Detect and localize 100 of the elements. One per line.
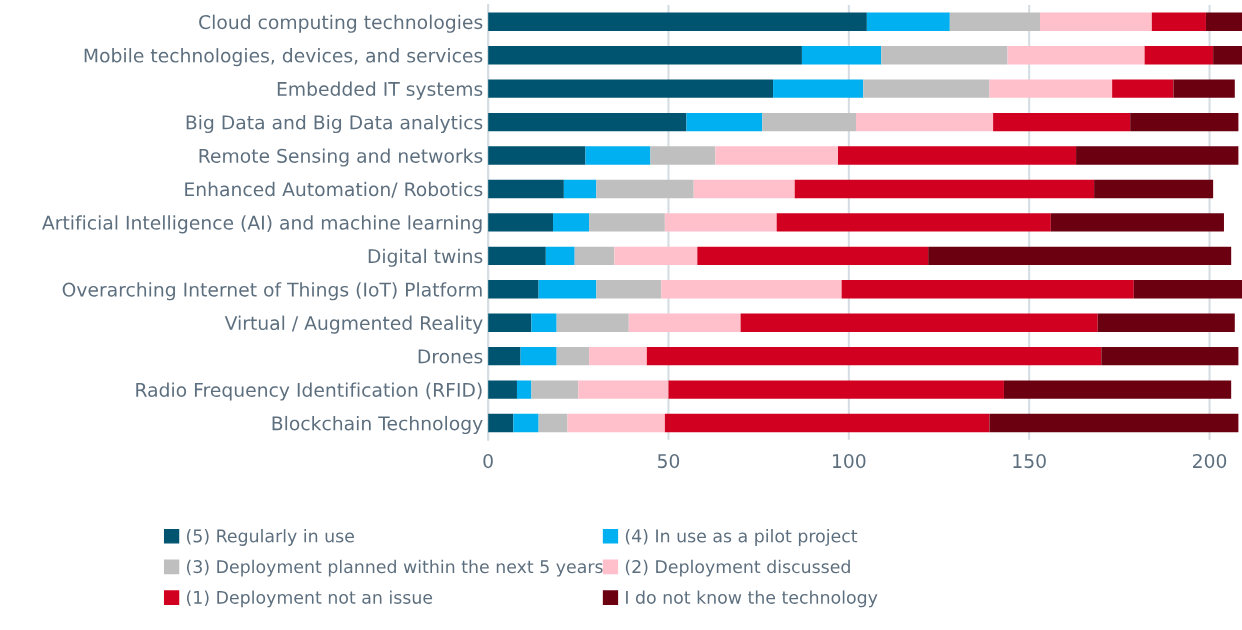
y-tick-label: Mobile technologies, devices, and services bbox=[84, 48, 483, 67]
bar bbox=[596, 179, 694, 199]
bar bbox=[553, 213, 590, 232]
legend-label: (5) Regularly in use bbox=[186, 529, 354, 546]
x-tick-label: 200 bbox=[1193, 453, 1227, 469]
bar bbox=[488, 246, 546, 266]
y-tick-label: Enhanced Automation/ Robotics bbox=[185, 181, 483, 198]
bar bbox=[668, 380, 1004, 399]
bar bbox=[1076, 146, 1239, 165]
bar bbox=[993, 112, 1131, 132]
bar bbox=[715, 146, 838, 165]
bar bbox=[1101, 346, 1239, 366]
bar bbox=[488, 313, 532, 332]
bar bbox=[661, 280, 842, 299]
bar bbox=[556, 346, 590, 366]
bar bbox=[801, 46, 882, 65]
bar bbox=[589, 213, 665, 232]
bar bbox=[556, 313, 629, 332]
x-tick-label: 100 bbox=[832, 453, 866, 469]
bar bbox=[628, 313, 741, 332]
bar bbox=[646, 346, 1102, 366]
bar bbox=[989, 79, 1113, 98]
bar bbox=[762, 112, 857, 132]
bar bbox=[578, 380, 669, 399]
bar bbox=[1040, 12, 1152, 31]
y-tick-label: Remote Sensing and networks bbox=[199, 148, 483, 167]
legend-label: (3) Deployment planned within the next 5 years bbox=[186, 559, 603, 577]
y-tick-label: Overarching Internet of Things (IoT) Platform bbox=[62, 282, 482, 301]
bar bbox=[488, 380, 517, 399]
bar bbox=[1213, 46, 1242, 65]
bar bbox=[488, 146, 586, 165]
bar bbox=[531, 313, 557, 332]
bar bbox=[1112, 79, 1174, 98]
bar bbox=[664, 413, 990, 433]
bar bbox=[538, 413, 568, 433]
bar bbox=[794, 179, 1095, 199]
bar bbox=[563, 179, 597, 199]
bar bbox=[488, 12, 867, 31]
bar bbox=[949, 12, 1040, 31]
y-tick-label: Artificial Intelligence (AI) and machine learning bbox=[42, 215, 482, 234]
bar bbox=[545, 246, 575, 266]
x-tick-label: 150 bbox=[1013, 453, 1046, 469]
bar bbox=[488, 46, 802, 65]
bar bbox=[866, 12, 950, 31]
bar bbox=[1205, 12, 1242, 31]
bar bbox=[488, 280, 539, 299]
bar bbox=[740, 313, 1098, 332]
bar bbox=[596, 280, 662, 299]
bar bbox=[574, 246, 615, 266]
y-tick-label: Cloud computing technologies bbox=[199, 14, 483, 33]
bar bbox=[838, 146, 1077, 165]
bar bbox=[488, 413, 514, 433]
bar bbox=[614, 246, 698, 266]
bar bbox=[881, 46, 1008, 65]
bar bbox=[1007, 46, 1145, 65]
bar bbox=[863, 79, 990, 98]
bar bbox=[1130, 112, 1239, 132]
bar bbox=[686, 112, 763, 132]
y-tick-label: Blockchain Technology bbox=[272, 415, 483, 435]
bar bbox=[589, 346, 647, 366]
bar bbox=[856, 112, 994, 132]
bar bbox=[650, 146, 716, 165]
y-tick-label: Digital twins bbox=[368, 248, 483, 267]
bar bbox=[989, 413, 1239, 433]
bar bbox=[841, 280, 1134, 299]
bar bbox=[513, 413, 539, 433]
bar bbox=[1097, 313, 1235, 332]
bar bbox=[567, 413, 665, 433]
y-tick-label: Virtual / Augmented Reality bbox=[224, 315, 483, 334]
bar bbox=[1173, 79, 1235, 98]
bar bbox=[488, 213, 554, 232]
legend-label: (4) In use as a pilot project bbox=[625, 529, 858, 546]
bar bbox=[1050, 213, 1224, 232]
bar bbox=[538, 280, 597, 299]
bar bbox=[1003, 380, 1232, 399]
y-tick-label: Big Data and Big Data analytics bbox=[186, 114, 483, 134]
y-tick-label: Embedded IT systems bbox=[277, 81, 483, 100]
bar bbox=[1133, 280, 1242, 299]
bar bbox=[488, 179, 564, 199]
legend-label: I do not know the technology bbox=[626, 590, 878, 608]
y-tick-label: Radio Frequency Identification (RFID) bbox=[136, 382, 482, 401]
x-tick-label: 50 bbox=[657, 453, 680, 469]
legend-label: (1) Deployment not an issue bbox=[186, 590, 433, 608]
legend-label: (2) Deployment discussed bbox=[625, 559, 850, 577]
bar bbox=[928, 246, 1232, 266]
bar bbox=[693, 179, 795, 199]
bar bbox=[1151, 12, 1206, 31]
bar bbox=[488, 346, 521, 366]
bar bbox=[516, 380, 532, 399]
bar bbox=[697, 246, 929, 266]
bar bbox=[531, 380, 579, 399]
x-tick-label: 0 bbox=[483, 453, 493, 469]
bar bbox=[1094, 179, 1214, 199]
bar bbox=[488, 112, 687, 132]
bar bbox=[776, 213, 1051, 232]
bar bbox=[585, 146, 651, 165]
bar bbox=[520, 346, 557, 366]
bar bbox=[488, 79, 774, 98]
bar bbox=[1144, 46, 1214, 65]
bar bbox=[664, 213, 777, 232]
